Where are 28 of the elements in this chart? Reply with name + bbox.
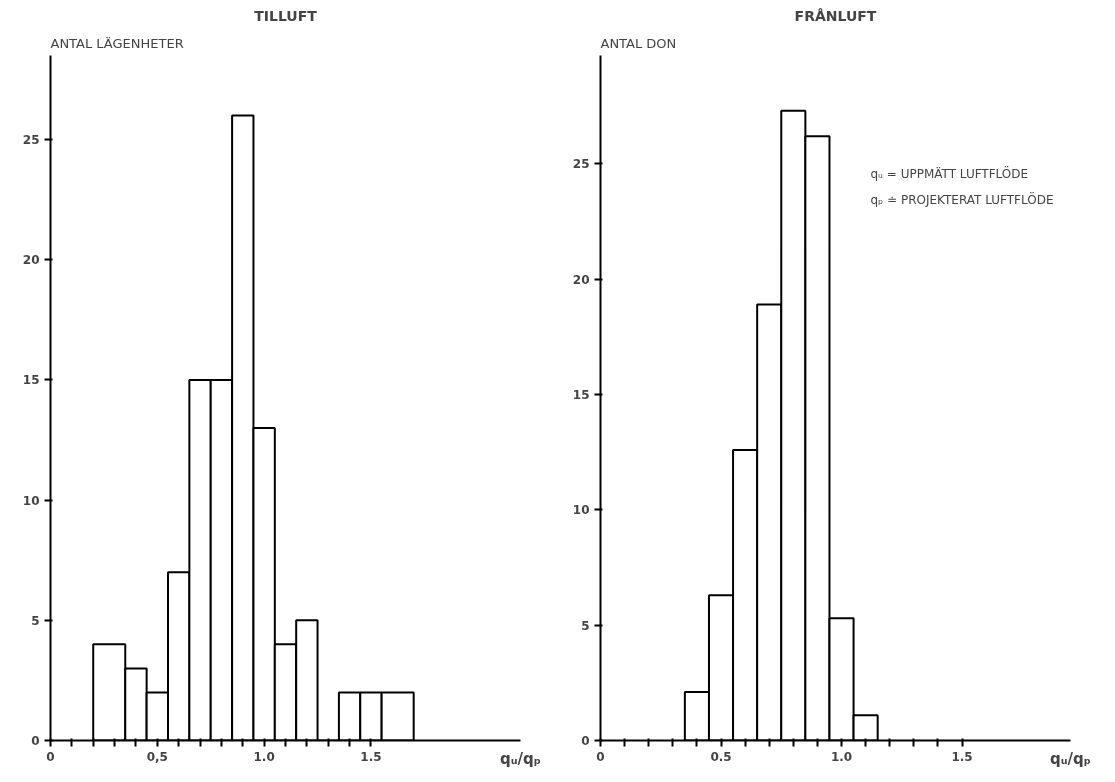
y-tick-label: 0 bbox=[581, 734, 590, 748]
y-axis-title: ANTAL DON bbox=[600, 35, 677, 51]
x-tick-label: 0 bbox=[46, 749, 55, 764]
y-tick-label: 20 bbox=[22, 253, 40, 268]
y-axis-title: ANTAL LÄGENHETER bbox=[50, 35, 184, 51]
y-tick-label: 25 bbox=[572, 157, 590, 172]
x-tick-label: 0 bbox=[596, 749, 605, 764]
y-tick-label: 10 bbox=[572, 503, 590, 518]
y-tick-label: 25 bbox=[22, 133, 40, 148]
y-tick-label: 0 bbox=[31, 734, 40, 748]
x-tick-label: 1.5 bbox=[951, 749, 973, 764]
y-tick-label: 10 bbox=[22, 493, 40, 508]
x-axis-title: qᵤ/qₚ bbox=[500, 749, 541, 768]
x-tick-label: 0,5 bbox=[146, 749, 168, 764]
x-tick-label: 1.0 bbox=[830, 749, 853, 764]
x-tick-label: 0.5 bbox=[710, 749, 732, 764]
x-tick-label: 1.5 bbox=[360, 749, 382, 764]
y-tick-label: 5 bbox=[581, 618, 590, 633]
chart-title: FRÅNLUFT bbox=[794, 7, 877, 24]
x-tick-label: 1.0 bbox=[253, 749, 275, 764]
chart-title: TILLUFT bbox=[254, 7, 318, 24]
y-tick-label: 15 bbox=[22, 373, 40, 388]
y-tick-label: 15 bbox=[572, 388, 590, 403]
y-tick-label: 5 bbox=[31, 613, 40, 628]
y-tick-label: 20 bbox=[572, 272, 590, 287]
annotation: qᵤ = UPPMÄTT LUFTFLÖDE bbox=[870, 164, 1029, 181]
x-axis-title: qᵤ/qₚ bbox=[1050, 749, 1091, 768]
annotation: qₚ ≐ PROJEKTERAT LUFTFLÖDE bbox=[870, 190, 1054, 207]
